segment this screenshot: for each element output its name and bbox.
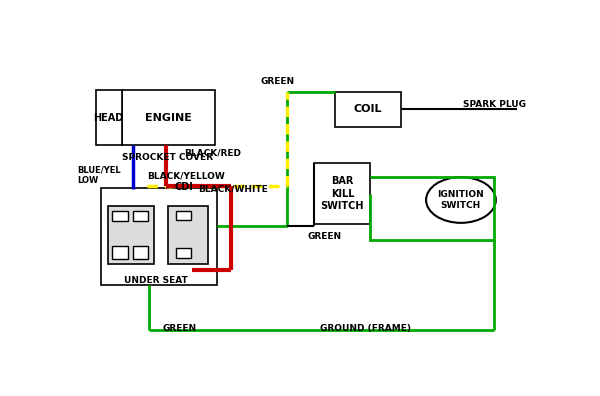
Text: BAR
KILL
SWITCH: BAR KILL SWITCH <box>320 177 364 211</box>
Text: UNDER SEAT: UNDER SEAT <box>125 276 188 285</box>
Text: SPARK PLUG: SPARK PLUG <box>463 99 526 109</box>
FancyBboxPatch shape <box>112 246 128 259</box>
Text: IGNITION
SWITCH: IGNITION SWITCH <box>437 190 484 209</box>
FancyBboxPatch shape <box>101 188 217 286</box>
Text: GROUND (FRAME): GROUND (FRAME) <box>320 324 411 333</box>
FancyBboxPatch shape <box>335 92 401 127</box>
FancyBboxPatch shape <box>96 90 121 145</box>
FancyBboxPatch shape <box>121 90 215 145</box>
Text: GREEN: GREEN <box>308 232 341 241</box>
Text: GREEN: GREEN <box>260 77 295 86</box>
Text: BLACK/RED: BLACK/RED <box>184 148 241 157</box>
Text: GREEN: GREEN <box>163 324 197 333</box>
FancyBboxPatch shape <box>168 206 208 264</box>
Text: HEAD: HEAD <box>94 112 124 123</box>
FancyBboxPatch shape <box>176 211 191 221</box>
FancyBboxPatch shape <box>133 211 148 221</box>
Text: BLUE/YEL
LOW: BLUE/YEL LOW <box>77 166 121 185</box>
FancyBboxPatch shape <box>107 206 154 264</box>
FancyBboxPatch shape <box>112 211 128 221</box>
FancyBboxPatch shape <box>133 246 148 259</box>
Text: SPROCKET COVER: SPROCKET COVER <box>121 153 212 162</box>
Text: BLACK/WHITE: BLACK/WHITE <box>198 185 268 194</box>
Text: ENGINE: ENGINE <box>145 112 191 123</box>
Text: BLACK/YELLOW: BLACK/YELLOW <box>147 171 225 180</box>
FancyBboxPatch shape <box>176 248 191 258</box>
Text: CDI: CDI <box>175 182 194 192</box>
FancyBboxPatch shape <box>314 164 370 225</box>
Text: COIL: COIL <box>354 104 382 114</box>
